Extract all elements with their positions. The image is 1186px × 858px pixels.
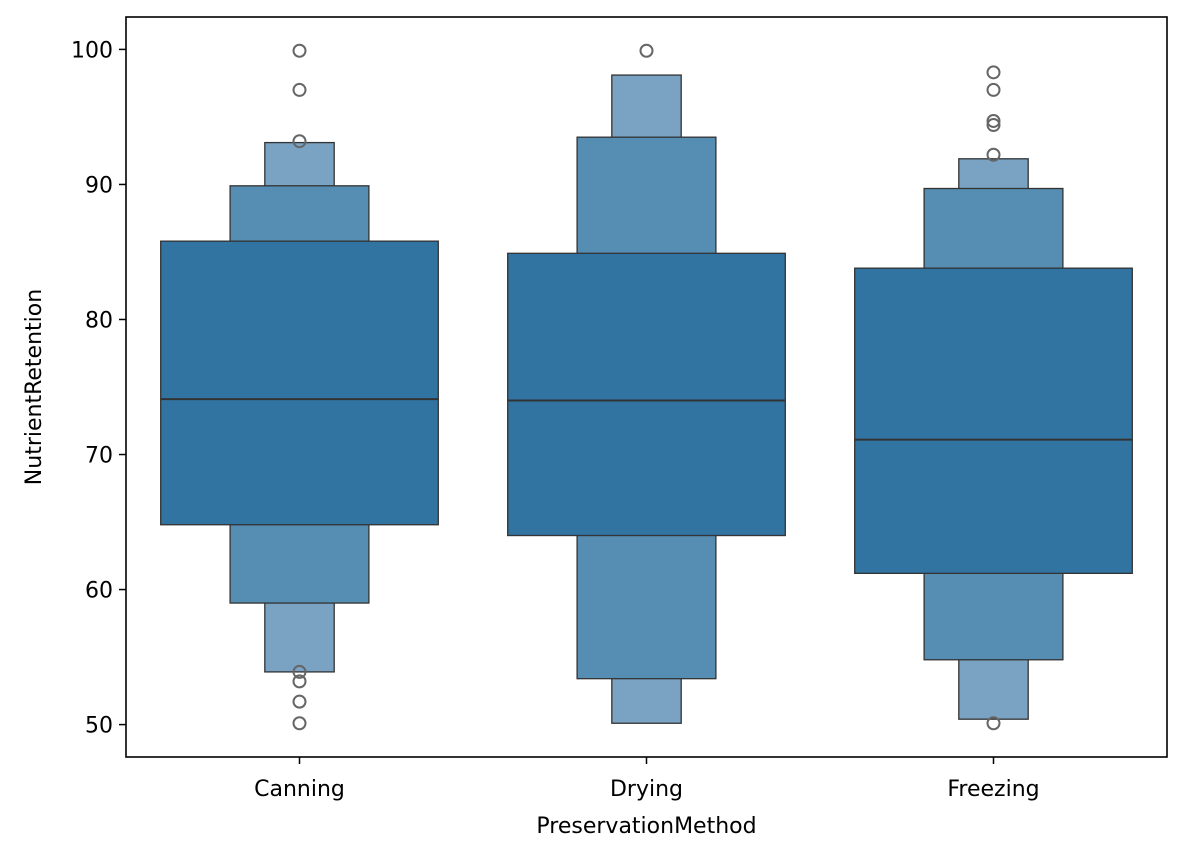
box-group-drying [507, 74, 786, 724]
outlier-point [986, 82, 1001, 97]
outliers-layer [292, 43, 1001, 731]
y-axis-label: NutrientRetention [22, 289, 47, 485]
box-group-freezing [854, 158, 1133, 720]
outlier-point [986, 65, 1001, 80]
outlier-point [292, 43, 307, 58]
box-level-1 [160, 240, 439, 526]
box-group-canning [160, 141, 439, 673]
y-tick-label: 50 [85, 714, 113, 739]
outlier-point [986, 147, 1001, 162]
box-level-1 [507, 252, 786, 537]
outlier-point [292, 694, 307, 709]
y-tick-label: 90 [85, 173, 113, 198]
outlier-point [986, 118, 1001, 133]
outlier-point [292, 716, 307, 731]
outlier-point [639, 43, 654, 58]
outlier-point [292, 134, 307, 149]
x-tick-label: Canning [254, 777, 345, 802]
outlier-point [292, 674, 307, 689]
x-tick-label: Drying [610, 777, 683, 802]
box-level-1 [854, 267, 1133, 575]
x-axis: Canning Drying Freezing [254, 757, 1040, 802]
outlier-point [292, 664, 307, 679]
outlier-point [292, 82, 307, 97]
y-axis: 50 60 70 80 90 100 [71, 38, 126, 739]
y-tick-label: 70 [85, 444, 113, 469]
y-tick-label: 60 [85, 579, 113, 604]
y-tick-label: 100 [71, 38, 113, 63]
y-tick-label: 80 [85, 308, 113, 333]
outlier-point [986, 113, 1001, 128]
x-axis-label: PreservationMethod [536, 814, 756, 839]
outlier-point [986, 716, 1001, 731]
x-tick-label: Freezing [947, 777, 1039, 802]
boxes-layer [160, 74, 1133, 724]
